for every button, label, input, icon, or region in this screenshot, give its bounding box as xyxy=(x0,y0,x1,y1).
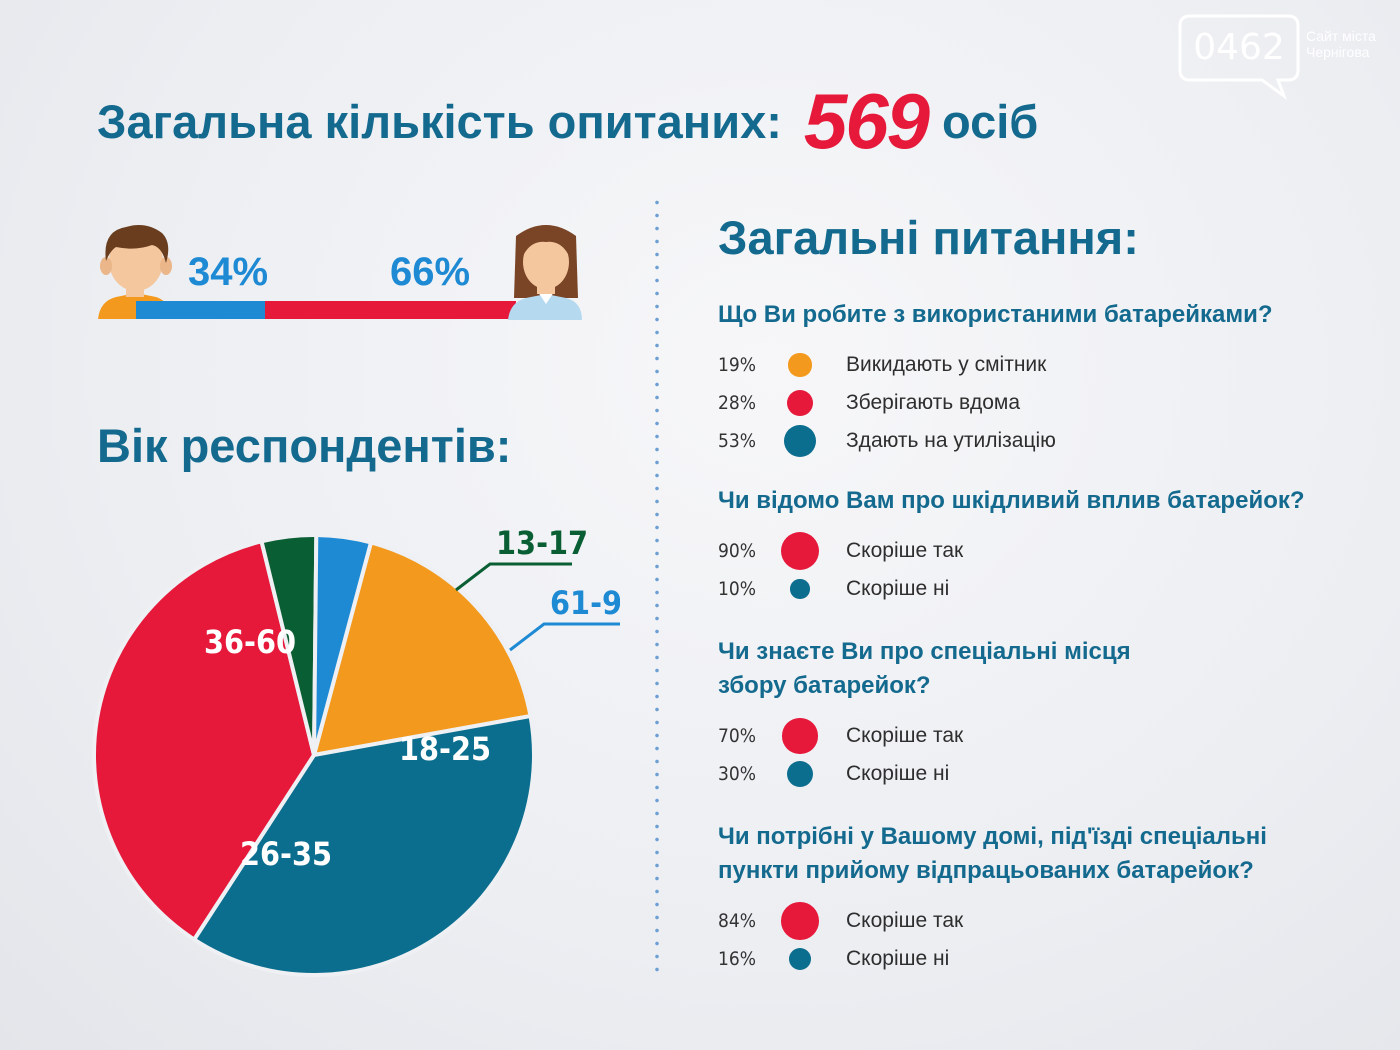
answer-dot xyxy=(780,531,820,571)
pie-label-18-25: 18-25 xyxy=(399,730,491,768)
pie-slice-18-25 xyxy=(311,540,533,758)
answer-dot xyxy=(787,390,813,416)
answer-dot xyxy=(788,353,812,377)
headline-unit: осіб xyxy=(942,94,1039,148)
pie-label-13-17: 13-17 xyxy=(496,524,588,562)
site-logo[interactable]: 0462 Сайт міста Чернігова xyxy=(1176,12,1386,102)
male-avatar-icon xyxy=(96,221,176,326)
logo-number: 0462 xyxy=(1193,27,1285,68)
answer-row: 30% Скоріше ні xyxy=(718,755,1318,793)
answer-label: Скоріше ні xyxy=(846,577,950,600)
answer-dot xyxy=(790,579,810,599)
question-2: Чи відомо Вам про шкідливий вплив батаре… xyxy=(718,487,1305,514)
age-pie-chart: 18-25 26-35 36-60 13-17 61-90 xyxy=(92,524,620,977)
answer-row: 16% Скоріше ні xyxy=(718,940,1318,978)
answer-dot xyxy=(786,760,814,788)
answer-label: Скоріше так xyxy=(846,909,964,932)
speech-bubble-icon: 0462 xyxy=(1178,14,1300,101)
gender-ratio-bar xyxy=(136,301,516,319)
answer-label: Скоріше ні xyxy=(846,947,950,970)
answer-label: Скоріше ні xyxy=(846,762,950,785)
answer-percent: 90% xyxy=(718,540,756,562)
answer-dot xyxy=(782,718,818,754)
questions-title: Загальні питання: xyxy=(718,211,1139,264)
answer-row: 10% Скоріше ні xyxy=(718,570,1318,608)
age-chart-title: Вік респондентів: xyxy=(97,419,512,472)
answer-label: Скоріше так xyxy=(846,724,964,747)
answer-row: 28% Зберігають вдома xyxy=(718,384,1318,422)
headline-text: Загальна кількість опитаних: xyxy=(97,94,782,148)
female-percent: 66% xyxy=(390,250,471,294)
question-4: Чи потрібні у Вашому домі, під'їзді спец… xyxy=(718,823,1267,884)
pie-slice-26-35 xyxy=(191,713,536,977)
logo-site-name: Сайт міста Чернігова xyxy=(1306,28,1376,60)
pie-label-61-90: 61-90 xyxy=(550,584,620,622)
dotted-divider xyxy=(654,196,660,980)
female-share-bar xyxy=(265,301,516,319)
answer-label: Викидають у смітник xyxy=(846,353,1047,376)
answer-percent: 84% xyxy=(718,910,756,932)
answer-dot xyxy=(784,425,816,457)
page-title: Загальна кількість опитаних: 569 осіб xyxy=(97,76,1038,166)
answer-label: Скоріше так xyxy=(846,539,964,562)
pie-leader-13-17 xyxy=(455,562,572,592)
male-percent: 34% xyxy=(188,250,269,294)
pie-leader-61-90 xyxy=(509,622,620,652)
question-1: Що Ви робите з використаними батарейками… xyxy=(718,301,1273,328)
answer-percent: 10% xyxy=(718,578,756,600)
answer-percent: 53% xyxy=(718,430,756,452)
answer-row: 84% Скоріше так xyxy=(718,902,1318,940)
answer-dot xyxy=(789,948,811,970)
pie-label-26-35: 26-35 xyxy=(240,835,332,873)
answer-percent: 16% xyxy=(718,948,756,970)
pie-label-36-60: 36-60 xyxy=(204,623,296,661)
answer-row: 19% Викидають у смітник xyxy=(718,346,1318,384)
answer-percent: 19% xyxy=(718,354,756,376)
answer-percent: 70% xyxy=(718,725,756,747)
answer-row: 90% Скоріше так xyxy=(718,531,1318,571)
male-share-bar xyxy=(136,301,266,319)
answer-dot xyxy=(781,902,819,940)
answer-row: 70% Скоріше так xyxy=(718,717,1318,755)
pie-slice-36-60 xyxy=(92,538,317,943)
question-3: Чи знаєте Ви про спеціальні місця збору б… xyxy=(718,638,1131,699)
pie-slice-61-90 xyxy=(312,532,374,756)
answer-percent: 28% xyxy=(718,392,756,414)
answer-percent: 30% xyxy=(718,763,756,785)
answer-row: 53% Здають на утилізацію xyxy=(718,422,1318,460)
female-avatar-icon xyxy=(506,220,586,327)
respondent-count: 569 xyxy=(803,76,930,165)
answer-label: Зберігають вдома xyxy=(846,391,1021,414)
answer-label: Здають на утилізацію xyxy=(846,429,1056,452)
